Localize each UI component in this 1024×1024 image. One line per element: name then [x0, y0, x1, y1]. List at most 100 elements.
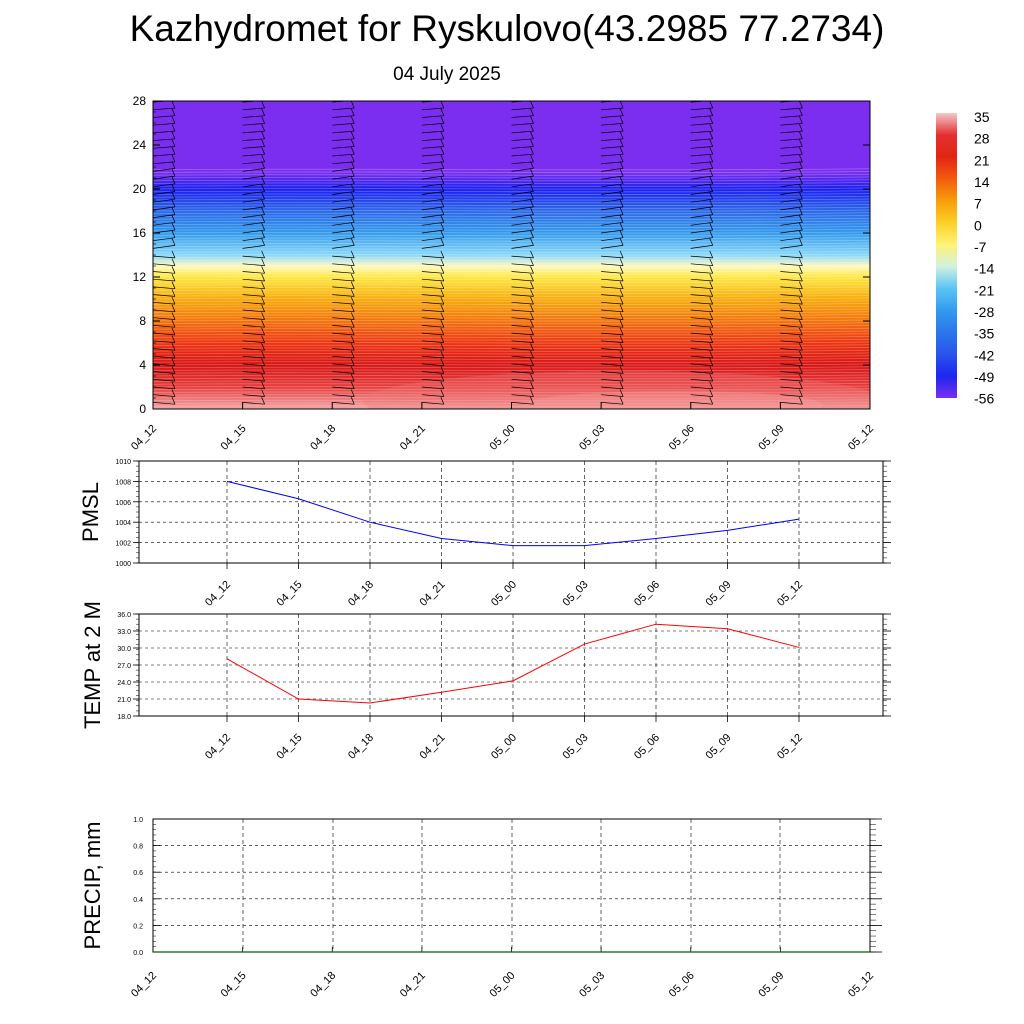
wind-barb: [332, 130, 355, 134]
wind-barb-flag: [530, 273, 534, 282]
wind-barb-flag: [889, 124, 892, 131]
wind-barb: [153, 263, 176, 266]
y-tick-label: 0: [139, 402, 146, 416]
wind-barb: [690, 245, 713, 249]
wind-barb-flag: [619, 168, 624, 177]
wind-barb-flag: [709, 366, 714, 374]
wind-barb-flag: [889, 313, 892, 320]
wind-barb: [332, 229, 355, 234]
wind-barb-flag: [709, 327, 714, 336]
contour-line: [153, 322, 870, 325]
wind-barb-flag: [440, 116, 445, 124]
wind-barb-flag: [889, 397, 892, 404]
contour-line: [153, 283, 870, 286]
x-tick-label: 05_09: [756, 970, 786, 1000]
x-tick-label: 05_09: [704, 732, 734, 762]
wind-barb-flag: [350, 154, 355, 163]
wind-barb: [869, 109, 870, 110]
wind-barb-flag: [261, 139, 265, 147]
wind-barb-flag: [709, 320, 714, 328]
wind-barb: [690, 301, 713, 305]
wind-barb: [511, 255, 534, 259]
contour-lines: [153, 168, 870, 409]
wind-barb: [332, 123, 355, 126]
wind-barb-flag: [261, 116, 265, 124]
wind-barb: [153, 294, 176, 297]
wind-barb: [869, 224, 870, 226]
wind-barb: [242, 371, 265, 374]
wind-barb: [332, 214, 355, 218]
wind-barb: [332, 371, 355, 374]
wind-barb: [153, 301, 176, 305]
wind-barb-flag: [530, 320, 534, 328]
wind-barb: [780, 206, 803, 211]
wind-barb-flag: [530, 289, 534, 297]
wind-barb: [421, 294, 444, 297]
wind-barb-flag: [440, 381, 445, 389]
wind-barb: [601, 294, 624, 297]
x-tick-label: 05_06: [632, 579, 662, 609]
wind-barb-flag: [261, 335, 265, 343]
y-tick-label: 24: [133, 138, 147, 152]
wind-barb: [511, 402, 534, 405]
wind-barb-flag: [530, 343, 534, 351]
wind-barb-flag: [619, 101, 624, 109]
wind-barb-flag: [709, 304, 714, 312]
wind-barb-flag: [261, 250, 265, 259]
wind-barb: [153, 278, 176, 282]
contour-line: [153, 366, 870, 369]
wind-barb-flag: [889, 101, 892, 108]
wind-barb: [690, 317, 713, 320]
contour-line: [153, 316, 870, 319]
wind-barb: [332, 271, 355, 274]
wind-barb: [690, 278, 713, 282]
wind-barb: [869, 371, 870, 372]
wind-barb-flag: [440, 184, 445, 192]
wind-barb: [332, 363, 355, 367]
wind-barb: [690, 198, 713, 203]
wind-barb: [690, 221, 713, 226]
wind-barb-flag: [350, 304, 355, 312]
wind-barb: [511, 115, 534, 118]
wind-barb: [601, 394, 624, 397]
wind-barb-flag: [350, 250, 355, 259]
wind-barb-flag: [799, 101, 803, 109]
contour-line: [153, 215, 870, 218]
wind-barb: [511, 107, 534, 111]
contour-line: [153, 237, 870, 240]
wind-barb: [690, 214, 713, 218]
x-tick-label: 05_09: [704, 579, 734, 609]
wind-barb: [242, 301, 265, 305]
y-tick-label: 16: [133, 226, 147, 240]
wind-barb: [421, 168, 444, 172]
wind-barb-flag: [799, 207, 803, 215]
wind-barb-flag: [889, 238, 892, 245]
pmsl-panel: 1000 1002 1004 1006 1008 1010 04_12 04_15 04_18 0…: [78, 459, 891, 609]
wind-barb: [421, 191, 444, 195]
wind-barb-flag: [350, 101, 355, 109]
wind-barb: [242, 394, 265, 397]
wind-barb-flag: [889, 215, 892, 222]
wind-barb-flag: [440, 215, 445, 223]
wind-barb: [421, 301, 444, 305]
wind-barb-flag: [261, 381, 265, 389]
wind-barb-flag: [619, 312, 624, 320]
wind-barb-flag: [171, 222, 176, 231]
wind-barb: [153, 115, 176, 118]
wind-barb-flag: [709, 139, 714, 147]
wind-barb-flag: [619, 131, 624, 139]
wind-barb: [421, 206, 444, 211]
wind-barb: [511, 294, 534, 297]
wind-barb-flag: [171, 230, 176, 238]
wind-barb: [242, 206, 265, 211]
wind-barb-flag: [440, 230, 445, 238]
wind-barb: [601, 161, 624, 165]
y-tick-label: 28: [133, 94, 147, 108]
wind-barb-flag: [171, 289, 176, 297]
wind-barb-flag: [709, 123, 714, 132]
wind-barb-flag: [619, 366, 624, 374]
wind-barb-flag: [709, 161, 714, 169]
wind-barb: [421, 229, 444, 234]
wind-barb-flag: [530, 154, 534, 163]
wind-barb: [153, 394, 176, 397]
